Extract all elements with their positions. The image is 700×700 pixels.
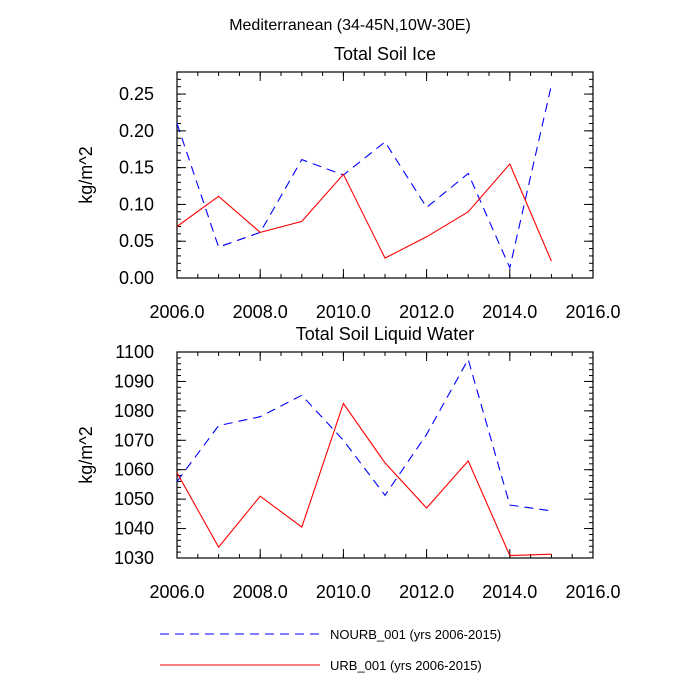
x-tick-label: 2010.0	[316, 582, 371, 602]
series-line-nourb-001	[176, 85, 552, 270]
series-line-urb-001	[176, 402, 552, 557]
x-tick-label: 2008.0	[233, 302, 288, 322]
y-tick-label: 0.10	[119, 194, 154, 214]
y-tick-label: 1070	[114, 430, 154, 450]
y-tick-label: 1100	[115, 342, 154, 362]
y-tick-label: 1090	[114, 371, 154, 391]
y-tick-label: 1080	[114, 401, 154, 421]
x-tick-label: 2014.0	[482, 302, 537, 322]
legend-nourb-label: NOURB_001 (yrs 2006-2015)	[330, 627, 501, 642]
y-axis-label: kg/m^2	[76, 146, 96, 203]
y-axis-label: kg/m^2	[76, 426, 96, 483]
y-tick-label: 0.20	[119, 121, 154, 141]
y-tick-label: 0.15	[119, 158, 154, 178]
x-tick-label: 2012.0	[399, 302, 454, 322]
x-tick-label: 2014.0	[482, 582, 537, 602]
legend: NOURB_001 (yrs 2006-2015) URB_001 (yrs 2…	[160, 627, 501, 673]
panel-title-total-soil-liquid-water: Total Soil Liquid Water	[296, 324, 474, 344]
x-tick-label: 2006.0	[149, 302, 204, 322]
y-tick-label: 1050	[114, 489, 154, 509]
y-tick-label: 1060	[114, 460, 154, 480]
plot-frame	[176, 71, 594, 279]
y-tick-label: 0.05	[119, 231, 154, 251]
x-tick-label: 2006.0	[149, 582, 204, 602]
y-tick-label: 0.00	[119, 268, 154, 288]
y-tick-label: 1040	[114, 519, 154, 539]
plot-total-soil-liquid-water: Total Soil Liquid Water 1030 1040 1050 1060 1…	[76, 324, 621, 602]
x-tick-label: 2010.0	[316, 302, 371, 322]
y-tick-label: 0.25	[119, 84, 154, 104]
x-tick-label: 2012.0	[399, 582, 454, 602]
y-tick-label: 1030	[114, 548, 154, 568]
legend-urb-label: URB_001 (yrs 2006-2015)	[330, 658, 482, 673]
figure-title: Mediterranean (34-45N,10W-30E)	[229, 17, 471, 34]
x-tick-label: 2016.0	[565, 302, 620, 322]
x-tick-label: 2016.0	[565, 582, 620, 602]
series-line-nourb-001	[176, 357, 552, 512]
panel-title-total-soil-ice: Total Soil Ice	[334, 44, 436, 64]
x-tick-label: 2008.0	[233, 582, 288, 602]
plot-total-soil-ice: Total Soil Ice 0.00 0.05 0.10 0.15 0.20 0.25 20…	[76, 44, 621, 322]
series-line-urb-001	[176, 162, 552, 262]
plot-frame	[176, 351, 594, 559]
